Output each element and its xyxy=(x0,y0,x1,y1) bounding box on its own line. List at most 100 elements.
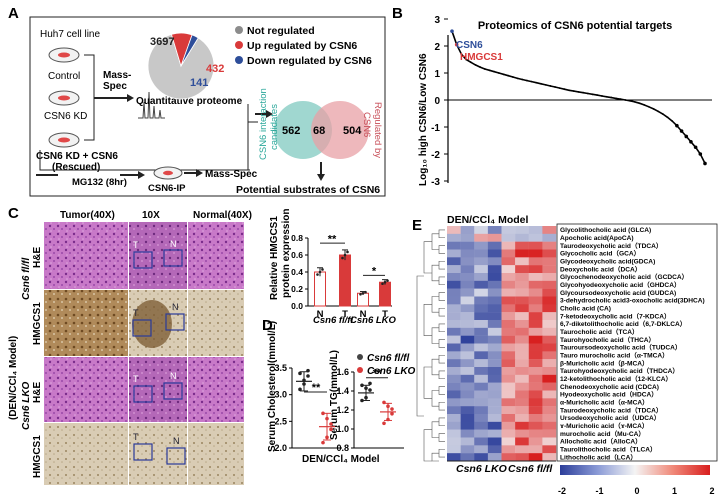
mark-t: T xyxy=(133,240,139,250)
heatmap-cell xyxy=(487,265,502,274)
barc-dot xyxy=(346,250,349,254)
heatmap-cell xyxy=(487,273,502,282)
heatmap-cell xyxy=(460,429,475,438)
heatmap-cell xyxy=(542,249,557,258)
panel-b-point xyxy=(497,72,500,74)
row-ihc-1: HMGCS1 xyxy=(32,302,43,345)
dendro-branch xyxy=(423,241,432,274)
panel-b-point xyxy=(516,77,519,80)
heatmap-cell xyxy=(447,233,461,242)
heatmap-cell xyxy=(528,351,543,360)
row-ihc-2: HMGCS1 xyxy=(32,435,43,478)
heatmap-cell xyxy=(487,445,502,454)
legend-up: Up regulated by CSN6 xyxy=(247,40,357,52)
panel-b-ytick-label: 0 xyxy=(434,96,440,107)
mark-n: N xyxy=(170,239,177,249)
dendro-branch xyxy=(431,358,439,376)
dendro-branch xyxy=(423,429,432,462)
tg-ylabel: Serum TG(mmol/L) xyxy=(329,350,340,440)
heatmap-cell xyxy=(528,421,543,430)
heatmap-cell xyxy=(542,398,557,407)
heatmap-cell xyxy=(474,437,489,446)
heatmap-cell xyxy=(447,335,461,344)
heatmap-cell xyxy=(515,327,529,336)
barc-dot xyxy=(359,292,362,296)
d-point xyxy=(302,382,306,386)
heatmap-cell xyxy=(474,273,489,282)
heatmap-cell xyxy=(515,429,529,438)
heatmap-cell xyxy=(501,367,516,376)
heatmap-cell xyxy=(447,382,461,391)
heatmap-cell xyxy=(501,359,516,368)
panel-b-point xyxy=(633,100,636,103)
dendro-branch xyxy=(438,276,445,286)
dendrogram xyxy=(416,229,445,462)
heatmap-cell xyxy=(542,335,557,344)
panel-b-point xyxy=(540,82,542,85)
heatmap-cell xyxy=(447,296,461,305)
dendro-branch xyxy=(438,370,445,380)
heatmap-cell xyxy=(501,249,516,258)
heatmap-cell xyxy=(447,249,461,258)
legend-dot-icon xyxy=(357,354,363,360)
heatmap-cell xyxy=(528,343,543,352)
heatmap-cell xyxy=(501,437,516,446)
heatmap-cell xyxy=(528,296,543,305)
panel-b-point xyxy=(661,113,664,115)
heatmap-cell xyxy=(460,257,475,266)
panel-b-point xyxy=(488,69,491,72)
panel-e: E DEN/CCl₄ Model Glycolithocholic acid (… xyxy=(412,214,718,496)
box-n xyxy=(163,382,183,400)
metabolite-label: 3-dehydrocholic acid3-oxocholic acid(3DH… xyxy=(560,298,705,305)
heatmap-cell xyxy=(487,453,502,462)
metabolite-label: Glycodeoxycholic acid(GDCA) xyxy=(560,258,655,265)
heatmap-cell xyxy=(460,280,475,289)
dendro-branch xyxy=(416,275,424,417)
heatmap-cell xyxy=(515,398,529,407)
panel-b-point xyxy=(666,116,669,119)
heatmap-cell xyxy=(487,374,502,383)
heatmap-group-lko: Csn6 LKO xyxy=(456,463,507,475)
barc-group-lko: Csn6 LKO xyxy=(350,315,397,326)
heatmap-cell xyxy=(542,257,557,266)
panel-b-point xyxy=(554,86,556,88)
massspec-label-2: Spec xyxy=(103,81,127,92)
panel-b-point xyxy=(483,68,486,70)
heatmap-cell xyxy=(528,304,543,313)
barc-bar xyxy=(339,254,351,307)
panel-b-point xyxy=(624,99,627,101)
panel-b-point xyxy=(652,108,655,110)
heatmap-cell xyxy=(460,367,475,376)
barc-ytick-label: 0.0 xyxy=(291,301,303,311)
col-tumor: Tumor(40X) xyxy=(60,210,115,221)
heatmap-cell xyxy=(501,398,516,407)
panel-b-point xyxy=(629,99,631,102)
panel-b-point xyxy=(507,74,510,77)
heatmap-cell xyxy=(474,327,489,336)
panel-b: B Proteomics of CSN6 potential targets L… xyxy=(392,5,712,188)
heatmap-cell xyxy=(447,304,461,313)
metabolite-label: Taurolithocholic acid（TLCA） xyxy=(560,445,657,453)
heatmap-cell xyxy=(487,304,502,313)
colorbar-tick-label: 1 xyxy=(672,486,677,496)
bracket-line xyxy=(84,54,95,141)
heatmap-cell xyxy=(515,226,529,235)
heatmap-cell xyxy=(474,374,489,383)
heatmap-cell xyxy=(487,429,502,438)
panel-b-point xyxy=(679,129,684,133)
heatmap-cell xyxy=(474,304,489,313)
row-he-1: H&E xyxy=(32,247,43,268)
heatmap-cell xyxy=(447,226,461,235)
venn-mid-count: 68 xyxy=(313,125,325,137)
heatmap-cell xyxy=(542,382,557,391)
d-point xyxy=(325,435,329,440)
heatmap-cell xyxy=(487,367,502,376)
heatmap-cell xyxy=(460,382,475,391)
heatmap-cell xyxy=(501,233,516,242)
panel-b-title: Proteomics of CSN6 potential targets xyxy=(478,20,672,32)
panel-b-point xyxy=(698,152,703,156)
panel-b-point xyxy=(689,140,693,144)
heatmap-cell xyxy=(460,273,475,282)
dendro-branch xyxy=(438,292,445,301)
heatmap-cell xyxy=(447,288,461,297)
